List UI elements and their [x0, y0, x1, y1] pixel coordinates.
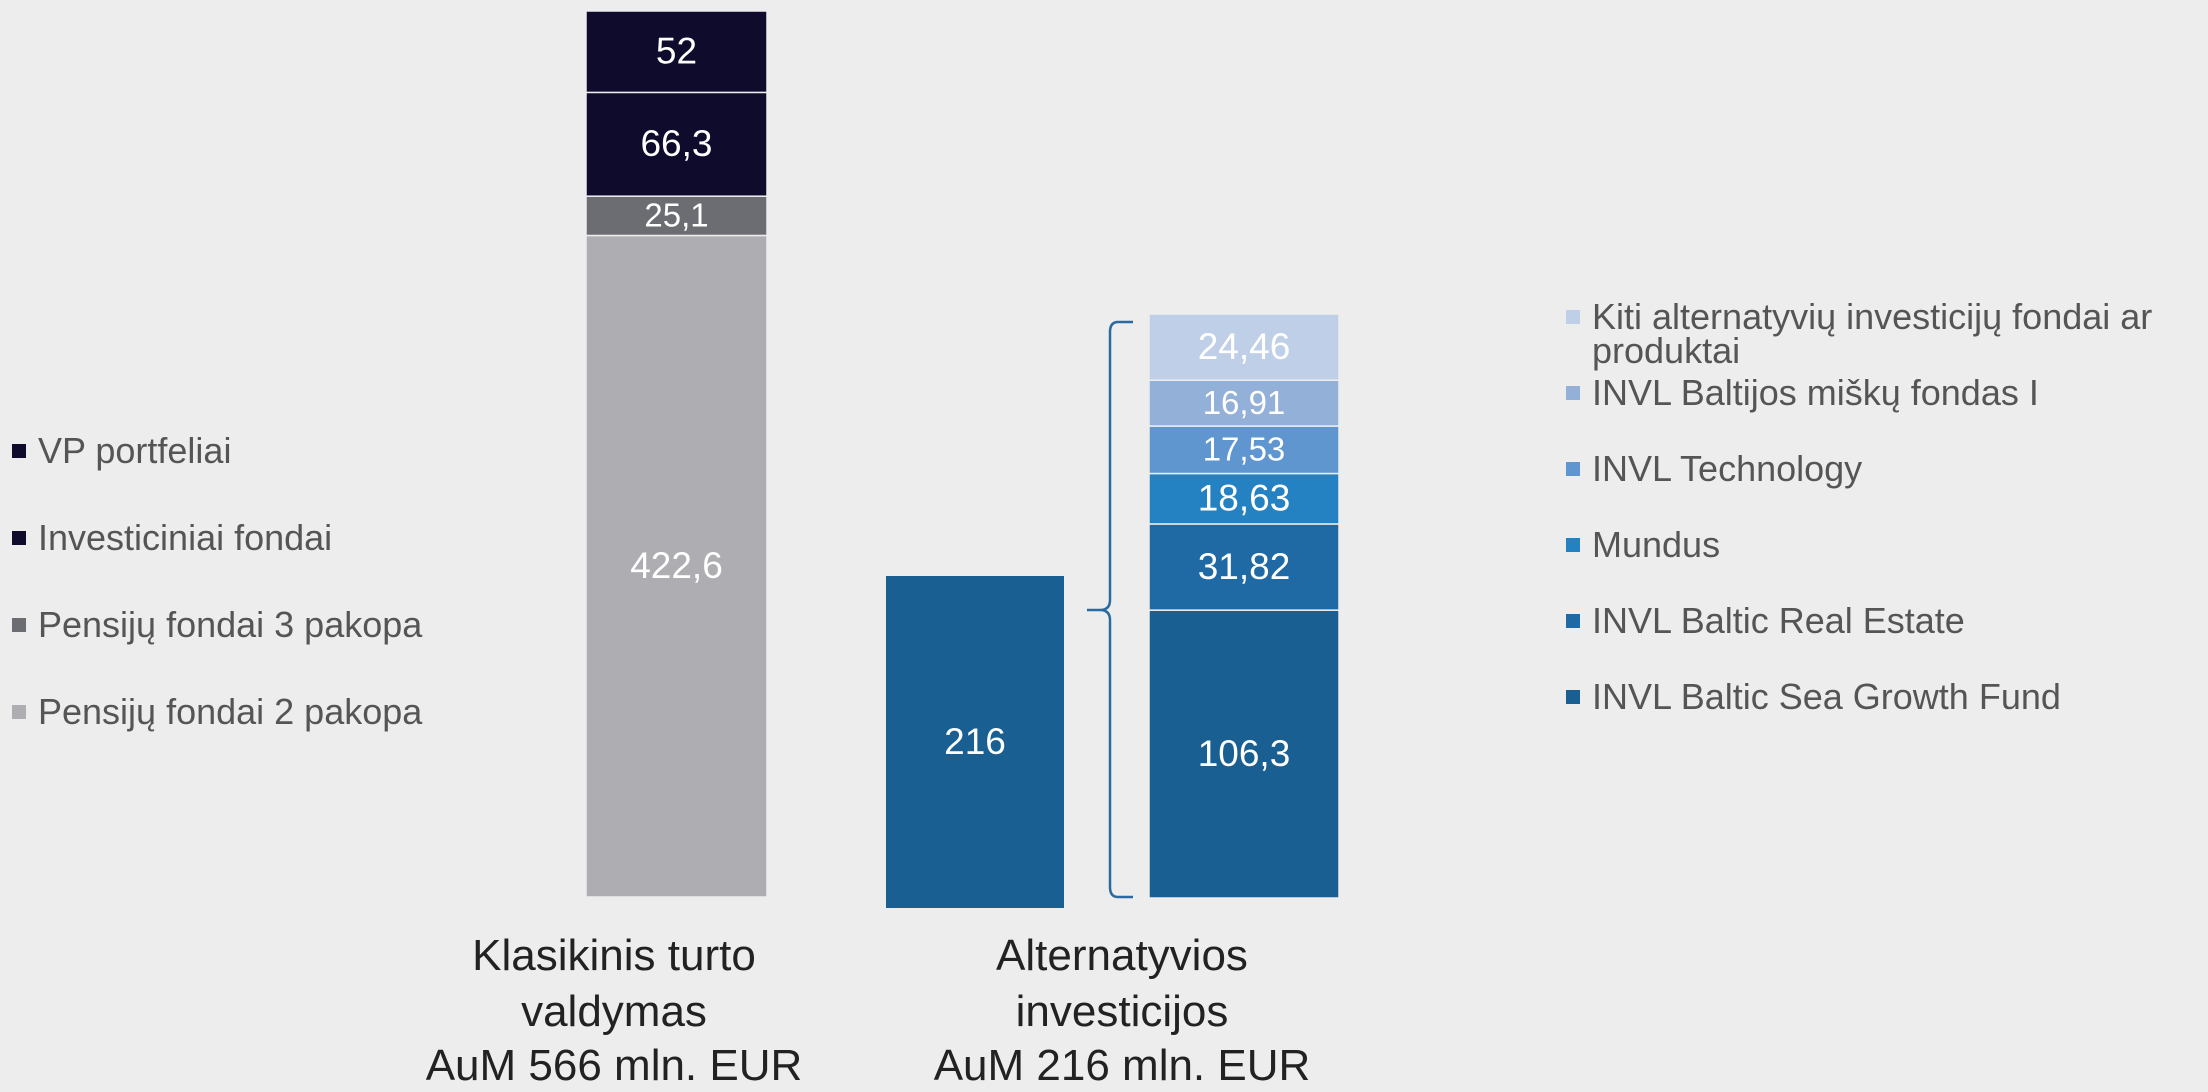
legend-item: Investiciniai fondai [12, 517, 492, 558]
legend-swatch [1566, 462, 1580, 476]
bracket [1087, 320, 1133, 899]
annotation: AuM 216 mln. EUR [933, 1041, 1311, 1090]
bar-segment [1148, 472, 1340, 525]
bar-segment [585, 234, 768, 898]
legend-swatch [12, 444, 26, 458]
legend-item: VP portfeliai [12, 430, 492, 471]
data-label: 18,63 [1198, 478, 1291, 519]
bar-segment [1148, 425, 1340, 475]
legend-label: Mundus [1592, 524, 1721, 565]
category-label: Klasikinis turto valdymas [472, 931, 756, 1036]
legend-label: INVL Baltic Sea Growth Fund [1592, 676, 2061, 717]
bar-segment [585, 91, 768, 197]
legend-label: Kiti alternatyvių investicijų fondai ar … [1592, 296, 2153, 371]
legend-swatch [1566, 614, 1580, 628]
legend-swatch [1566, 690, 1580, 704]
legend-item: Mundus [1566, 524, 2196, 565]
data-label: 16,91 [1203, 384, 1286, 421]
data-label: 17,53 [1203, 430, 1286, 467]
data-label: 31,82 [1198, 546, 1291, 587]
data-label: 106,3 [1198, 733, 1291, 774]
bar [886, 576, 1064, 908]
data-label: 52 [656, 30, 697, 71]
data-label: 422,6 [630, 545, 723, 586]
bar-segment [1148, 523, 1340, 611]
bar-segment [585, 10, 768, 94]
legend-swatch [12, 618, 26, 632]
data-label: 24,46 [1198, 326, 1291, 367]
bar-segment [1148, 313, 1340, 381]
bar-segment [585, 195, 768, 237]
legend-label: VP portfeliai [38, 430, 232, 471]
data-label: 25,1 [644, 197, 708, 234]
legend-item: Pensijų fondai 2 pakopa [12, 691, 492, 732]
legend-label: Pensijų fondai 2 pakopa [38, 691, 423, 732]
legend-swatch [1566, 538, 1580, 552]
legend-item: INVL Baltic Sea Growth Fund [1566, 676, 2196, 717]
legend-label: INVL Baltijos miškų fondas I [1592, 372, 2039, 413]
legend-label: Investiciniai fondai [38, 517, 333, 558]
legend-item: Pensijų fondai 3 pakopa [12, 604, 492, 645]
legend-label: INVL Baltic Real Estate [1592, 600, 1965, 641]
legend-swatch [12, 531, 26, 545]
legend-swatch [1566, 310, 1580, 324]
legend-label: INVL Technology [1592, 448, 1863, 489]
data-label: 66,3 [640, 123, 712, 164]
data-label: 216 [944, 721, 1006, 762]
annotation: AuM 566 mln. EUR [425, 1041, 803, 1090]
legend-item: Kiti alternatyvių investicijų fondai ar … [1566, 296, 2196, 371]
legend-item: INVL Baltijos miškų fondas I [1566, 372, 2196, 413]
legend-swatch [1566, 386, 1580, 400]
legend-swatch [12, 705, 26, 719]
legend-item: INVL Technology [1566, 448, 2196, 489]
category-label: Alternatyvios investicijos [996, 931, 1248, 1036]
bar-segment [1148, 609, 1340, 899]
legend-label: Pensijų fondai 3 pakopa [38, 604, 423, 645]
legend-item: INVL Baltic Real Estate [1566, 600, 2196, 641]
